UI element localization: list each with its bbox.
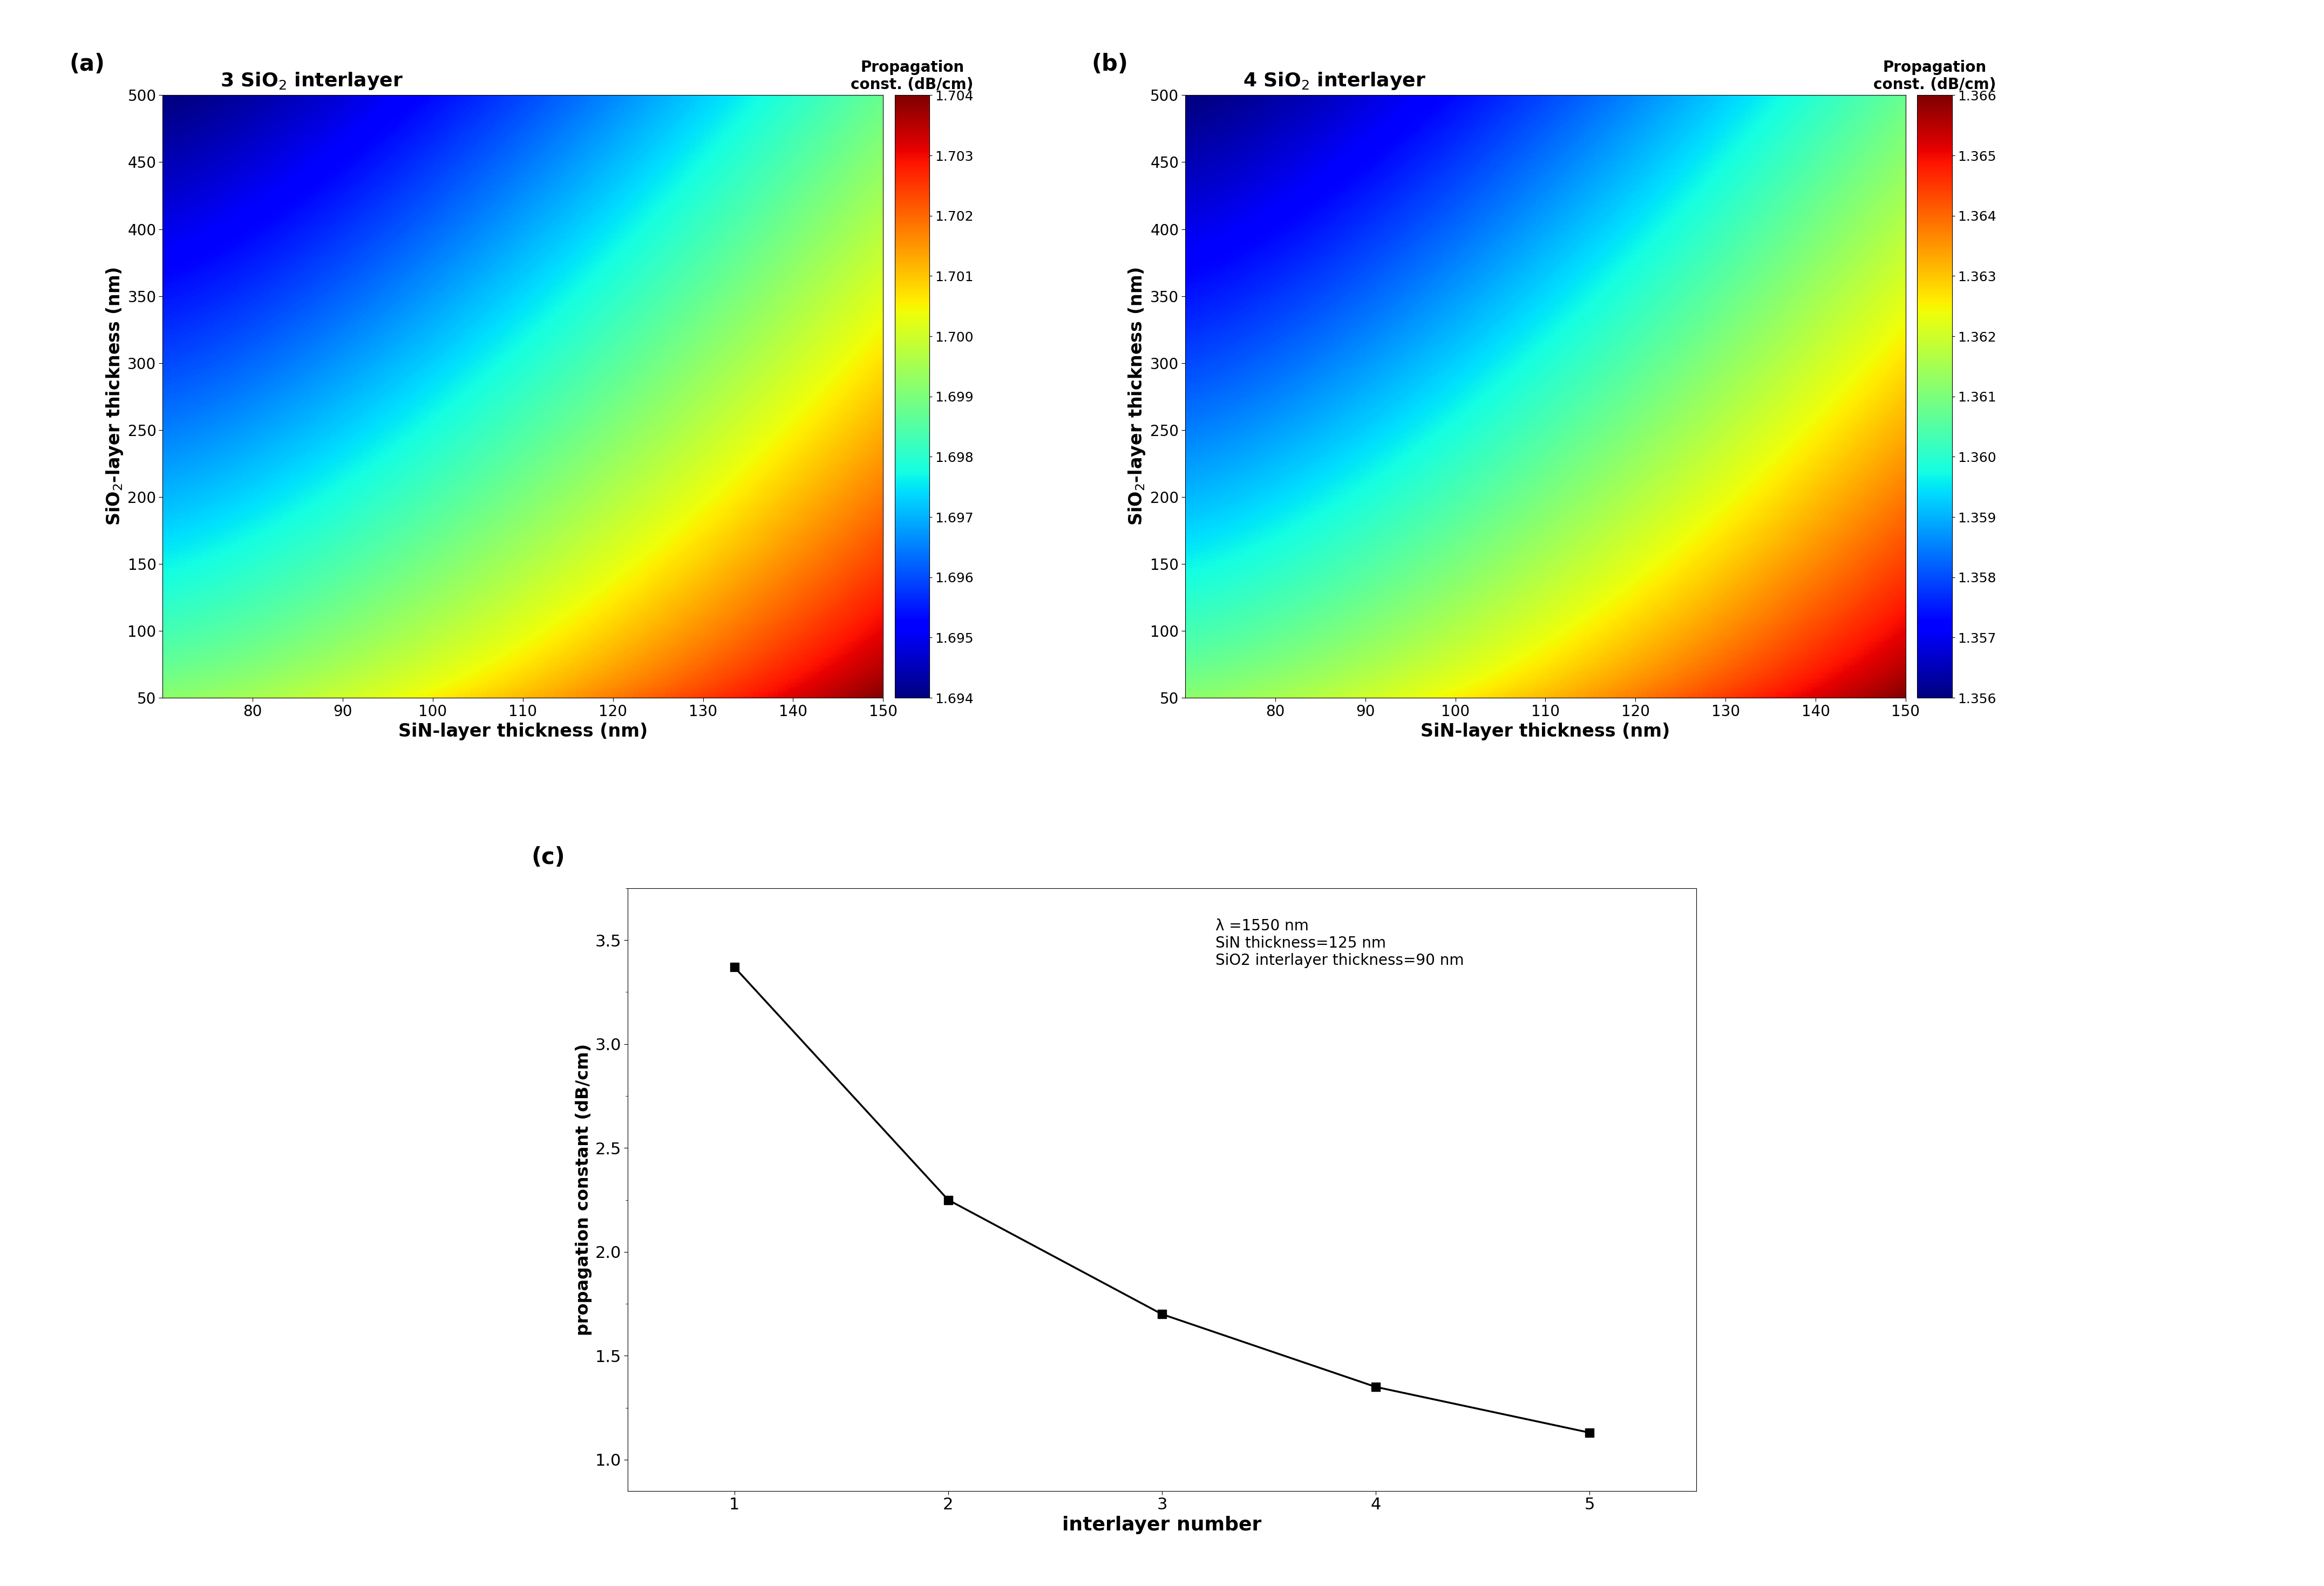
Text: (c): (c) — [532, 845, 565, 869]
Y-axis label: propagation constant (dB/cm): propagation constant (dB/cm) — [576, 1044, 593, 1335]
Text: 4 SiO$_2$ interlayer: 4 SiO$_2$ interlayer — [1243, 70, 1427, 90]
Y-axis label: SiO$_2$-layer thickness (nm): SiO$_2$-layer thickness (nm) — [1127, 266, 1148, 527]
Title: Propagation
const. (dB/cm): Propagation const. (dB/cm) — [1873, 60, 1996, 92]
Text: 3 SiO$_2$ interlayer: 3 SiO$_2$ interlayer — [221, 70, 404, 90]
Text: (a): (a) — [70, 52, 105, 76]
Title: Propagation
const. (dB/cm): Propagation const. (dB/cm) — [851, 60, 974, 92]
Text: (b): (b) — [1092, 52, 1127, 76]
X-axis label: SiN-layer thickness (nm): SiN-layer thickness (nm) — [397, 722, 648, 741]
Text: λ =1550 nm
SiN thickness=125 nm
SiO2 interlayer thickness=90 nm: λ =1550 nm SiN thickness=125 nm SiO2 int… — [1215, 918, 1464, 969]
X-axis label: SiN-layer thickness (nm): SiN-layer thickness (nm) — [1420, 722, 1671, 741]
X-axis label: interlayer number: interlayer number — [1062, 1516, 1262, 1534]
Y-axis label: SiO$_2$-layer thickness (nm): SiO$_2$-layer thickness (nm) — [105, 266, 125, 527]
